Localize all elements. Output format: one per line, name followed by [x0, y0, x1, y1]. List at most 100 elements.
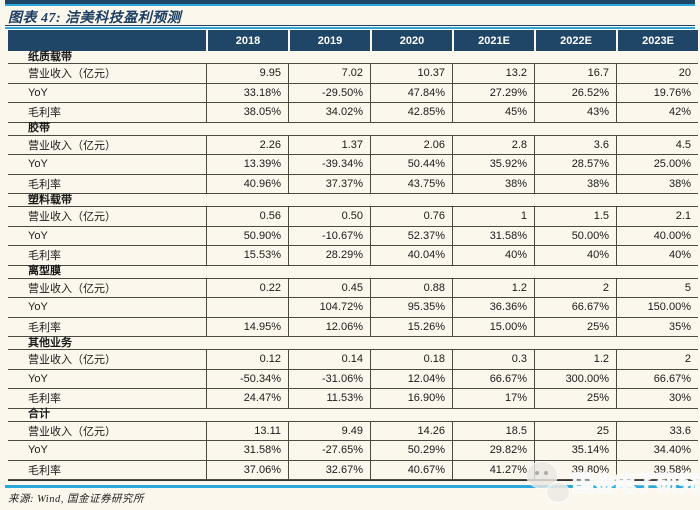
value-cell: 66.67% [534, 298, 616, 317]
value-cell: 41.27% [452, 460, 534, 479]
header-col-2019: 2019 [288, 30, 370, 51]
value-cell: 15.53% [206, 246, 288, 265]
row-label: 毛利率 [28, 107, 61, 120]
header-col-2022e: 2022E [534, 30, 616, 51]
value-cell [206, 298, 288, 317]
table-row: YoY 13.39% -39.34% 50.44% 35.92% 28.57% 25.00% [8, 155, 698, 175]
value-cell: 50.29% [370, 441, 452, 460]
value-cell: 13.11 [206, 421, 288, 440]
section-header-row: 纸质载带 [8, 51, 698, 64]
section-header-row: 合计 [8, 409, 698, 422]
value-cell: -10.67% [288, 226, 370, 245]
value-cell: -27.65% [288, 441, 370, 460]
table-row: YoY 31.58% -27.65% 50.29% 29.82% 35.14% 34.40% [8, 441, 698, 461]
value-cell: 20 [616, 64, 698, 83]
value-cell: 34.02% [288, 103, 370, 122]
value-cell: 2.26 [206, 135, 288, 154]
title-rule-cyan [5, 27, 695, 29]
value-cell: 42% [616, 103, 698, 122]
value-cell: 29.82% [452, 441, 534, 460]
table-row: 毛利率 37.06% 32.67% 40.67% 41.27% 39.80% 39.58% [8, 460, 698, 480]
value-cell: 36.36% [452, 298, 534, 317]
value-cell: 2.1 [616, 207, 698, 226]
value-cell: 45% [452, 103, 534, 122]
title-rule-dark [5, 25, 695, 26]
value-cell: 12.06% [288, 317, 370, 336]
value-cell: 150.00% [616, 298, 698, 317]
value-cell: 66.67% [452, 369, 534, 388]
value-cell: 15.26% [370, 317, 452, 336]
value-cell: 0.45 [288, 278, 370, 297]
value-cell: 16.7 [534, 64, 616, 83]
value-cell: 43.75% [370, 174, 452, 193]
value-cell: 19.76% [616, 83, 698, 102]
section-label: 离型膜 [28, 265, 61, 277]
value-cell: 16.90% [370, 389, 452, 408]
section-label: 胶带 [28, 122, 50, 134]
row-label: 毛利率 [28, 178, 61, 191]
value-cell: 5 [616, 278, 698, 297]
value-cell: 11.53% [288, 389, 370, 408]
table-row: 营业收入（亿元） 0.22 0.45 0.88 1.2 2 5 [8, 278, 698, 298]
value-cell: 38% [534, 174, 616, 193]
value-cell: 25 [534, 421, 616, 440]
section-label: 塑料载带 [28, 193, 72, 206]
value-cell: -31.06% [288, 369, 370, 388]
value-cell: 17% [452, 389, 534, 408]
value-cell: 40% [452, 246, 534, 265]
value-cell: 66.67% [616, 369, 698, 388]
value-cell: 0.22 [206, 278, 288, 297]
value-cell: 42.85% [370, 103, 452, 122]
value-cell: 9.95 [206, 64, 288, 83]
value-cell: 40% [534, 246, 616, 265]
value-cell: 32.67% [288, 460, 370, 479]
row-label: YoY [28, 158, 48, 171]
value-cell: 1 [452, 207, 534, 226]
row-label: YoY [28, 301, 48, 314]
value-cell: 25% [534, 389, 616, 408]
value-cell: 1.2 [534, 350, 616, 369]
value-cell: 37.06% [206, 460, 288, 479]
row-label: YoY [28, 86, 48, 99]
value-cell: 37.37% [288, 174, 370, 193]
value-cell: 40.96% [206, 174, 288, 193]
value-cell: 40% [616, 246, 698, 265]
value-cell: 0.50 [288, 207, 370, 226]
header-col-2020: 2020 [370, 30, 452, 51]
value-cell: 2.8 [452, 135, 534, 154]
row-label: 营业收入（亿元） [28, 139, 116, 152]
row-label: 营业收入（亿元） [28, 354, 116, 367]
value-cell: 0.76 [370, 207, 452, 226]
value-cell: 47.84% [370, 83, 452, 102]
value-cell: 40.67% [370, 460, 452, 479]
table-row: 营业收入（亿元） 0.56 0.50 0.76 1 1.5 2.1 [8, 207, 698, 227]
value-cell: 38% [616, 174, 698, 193]
value-cell: 52.37% [370, 226, 452, 245]
value-cell: 300.00% [534, 369, 616, 388]
top-accent-bar [5, 0, 695, 4]
value-cell: 1.37 [288, 135, 370, 154]
value-cell: 0.14 [288, 350, 370, 369]
value-cell: 0.12 [206, 350, 288, 369]
value-cell: 35% [616, 317, 698, 336]
value-cell: 28.57% [534, 155, 616, 174]
table-row: YoY -50.34% -31.06% 12.04% 66.67% 300.00% 66.6… [8, 369, 698, 389]
value-cell: 26.52% [534, 83, 616, 102]
row-label: YoY [28, 372, 48, 385]
section-label: 合计 [28, 408, 50, 420]
value-cell: -29.50% [288, 83, 370, 102]
value-cell: 7.02 [288, 64, 370, 83]
value-cell: -39.34% [288, 155, 370, 174]
value-cell: 2 [534, 278, 616, 297]
value-cell: 1.2 [452, 278, 534, 297]
header-col-2023e: 2023E [616, 30, 698, 51]
value-cell: 13.2 [452, 64, 534, 83]
value-cell: 33.18% [206, 83, 288, 102]
profit-forecast-table: 2018 2019 2020 2021E 2022E 2023E 纸质载带 营业收… [8, 30, 698, 481]
header-col-2018: 2018 [206, 30, 288, 51]
value-cell: 4.5 [616, 135, 698, 154]
value-cell: 28.29% [288, 246, 370, 265]
value-cell: 2 [616, 350, 698, 369]
row-label: 营业收入（亿元） [28, 425, 116, 438]
